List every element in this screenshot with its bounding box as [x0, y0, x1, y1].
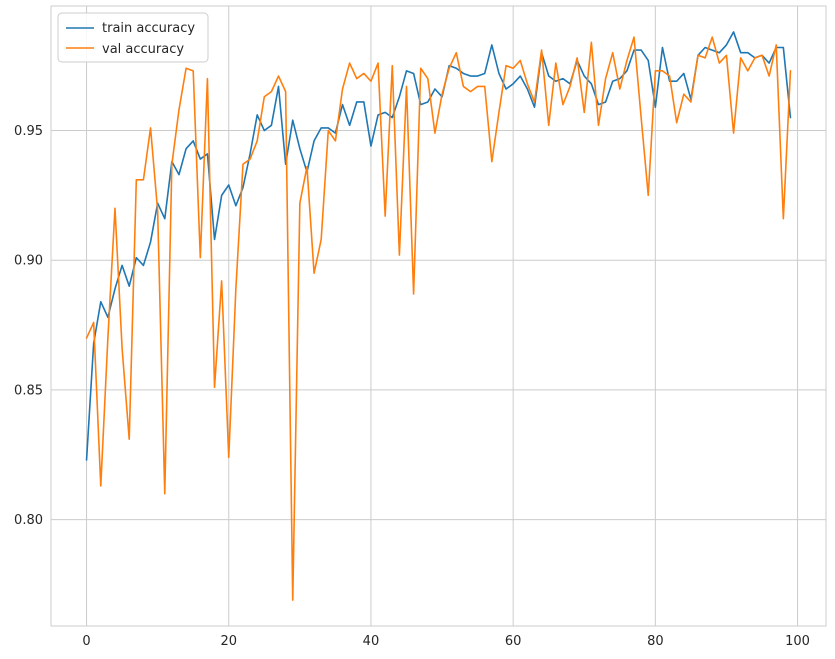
y-tick-label: 0.85 — [14, 383, 43, 398]
tick-labels: 0 20 40 60 80 100 0.80 0.85 0.90 0.95 — [14, 124, 810, 649]
series-lines — [85, 31, 792, 601]
y-tick-label: 0.90 — [14, 254, 43, 269]
grid — [51, 6, 826, 626]
y-tick-label: 0.80 — [14, 513, 43, 528]
y-tick-label: 0.95 — [14, 124, 43, 139]
legend-box — [57, 12, 209, 63]
legend: train accuracy val accuracy — [57, 12, 209, 63]
x-tick-label: 40 — [363, 634, 380, 649]
x-tick-label: 100 — [785, 634, 810, 649]
legend-label-train: train accuracy — [102, 21, 195, 36]
plot-frame — [50, 5, 827, 627]
legend-label-val: val accuracy — [102, 42, 184, 57]
x-tick-label: 20 — [220, 634, 237, 649]
x-tick-label: 0 — [82, 634, 90, 649]
val-accuracy-line — [85, 36, 792, 601]
x-tick-label: 60 — [505, 634, 522, 649]
x-tick-label: 80 — [647, 634, 664, 649]
